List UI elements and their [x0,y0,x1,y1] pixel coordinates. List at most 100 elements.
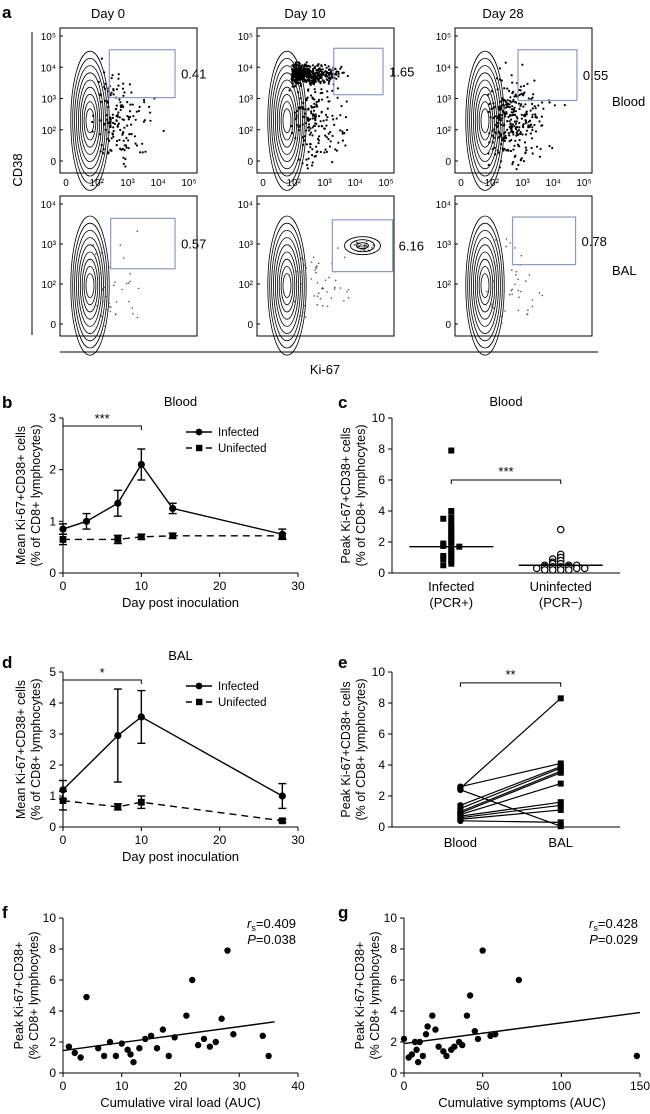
flow-event-dot [313,102,316,105]
flow-x-tick-label: 10⁴ [348,178,363,189]
data-point-infected [448,514,455,521]
flow-density-contour [467,222,503,349]
flow-event-dot [527,97,530,100]
data-point-infected [448,447,455,454]
flow-event-dot [300,257,303,260]
flow-event-dot [324,134,327,137]
flow-event-dot [331,89,334,92]
flow-density-contour [79,251,101,320]
flow-event-dot [537,104,540,107]
flow-event-dot [503,132,506,135]
y-tick-label: 10 [384,911,398,925]
flow-density-contour [471,237,499,335]
flow-event-dot [327,80,331,83]
flow-event-dot [304,63,307,67]
flow-event-dot [509,114,513,117]
flow-event-dot [522,160,526,163]
x-tick-label: 20 [174,1079,188,1093]
flow-event-dot [123,257,125,259]
y-axis-label: (% of CD8+ lymphocytes) [29,678,43,820]
flow-event-dot [344,116,348,119]
flow-event-dot [297,76,300,79]
flow-event-dot [290,78,293,81]
regression-line [403,1011,641,1045]
legend-label: Unifected [218,443,267,455]
flow-event-dot [295,124,299,127]
flow-event-dot [104,128,107,131]
category-sublabel: (PCR+) [429,595,473,610]
flow-event-dot [119,128,122,132]
series-line [62,716,283,797]
data-point-blood [457,817,464,824]
flow-y-tick-label: 10² [437,126,452,137]
flow-event-dot [324,148,327,151]
flow-event-dot [317,262,320,265]
flow-event-dot [319,120,322,123]
flow-event-dot [108,139,111,142]
flow-event-dot [311,64,314,67]
data-point [230,1031,237,1038]
flow-event-dot [517,309,520,312]
flow-event-dot [324,113,328,116]
y-tick-label: 0 [49,1066,56,1080]
flow-event-dot [520,117,524,120]
flow-event-dot [303,311,306,314]
flow-event-dot [496,124,499,127]
flow-event-dot [300,69,303,72]
flow-event-dot [109,122,112,125]
flow-event-dot [337,72,340,75]
flow-event-dot [508,106,511,109]
flow-event-dot [507,115,510,119]
flow-event-dot [506,102,509,105]
data-point-infected [114,731,122,740]
flow-event-dot [300,306,302,309]
flow-event-dot [509,242,512,244]
y-tick-label: 2 [49,1035,56,1049]
flow-event-dot [509,149,513,153]
flow-event-dot [299,84,302,87]
flow-event-dot [354,243,356,246]
flow-event-dot [339,67,342,70]
flow-event-dot [534,107,537,110]
data-point [127,1051,134,1058]
pair-line [460,820,561,823]
significance-stars: *** [95,411,110,426]
flow-event-dot [111,116,114,119]
flow-event-dot [137,109,140,112]
y-tick-label: 2 [49,463,56,477]
significance-stars: ** [505,667,515,682]
y-tick-label: 8 [378,696,385,710]
flow-event-dot [345,100,348,103]
flow-event-dot [127,116,130,119]
data-point-infected [59,525,67,533]
flow-event-dot [318,115,321,118]
flow-event-dot [515,271,518,273]
flow-event-dot [325,78,328,81]
flow-event-dot [109,116,112,119]
flow-event-dot [344,144,347,147]
flow-event-dot [305,122,308,125]
flow-event-dot [136,316,139,319]
flow-event-dot [95,253,97,255]
flow-event-dot [535,145,539,148]
flow-event-dot [135,110,138,113]
flow-event-dot [122,139,125,142]
flow-event-dot [311,117,314,120]
flow-event-dot [304,108,307,111]
flow-event-dot [131,103,134,106]
flow-y-tick-label: 10² [437,280,452,291]
flow-event-dot [362,248,364,251]
flow-event-dot [538,292,541,294]
flow-event-dot [519,131,522,134]
flow-y-tick-label: 10³ [437,240,452,251]
flow-event-dot [500,315,503,318]
data-point-infected [169,504,177,513]
flow-day-header: Day 28 [482,6,523,21]
flow-event-dot [508,99,512,102]
flow-event-dot [314,155,317,158]
flow-event-dot [531,305,534,308]
flow-event-dot [329,140,332,143]
flow-event-dot [134,142,137,145]
flow-event-dot [496,149,499,152]
flow-event-dot [117,77,120,80]
